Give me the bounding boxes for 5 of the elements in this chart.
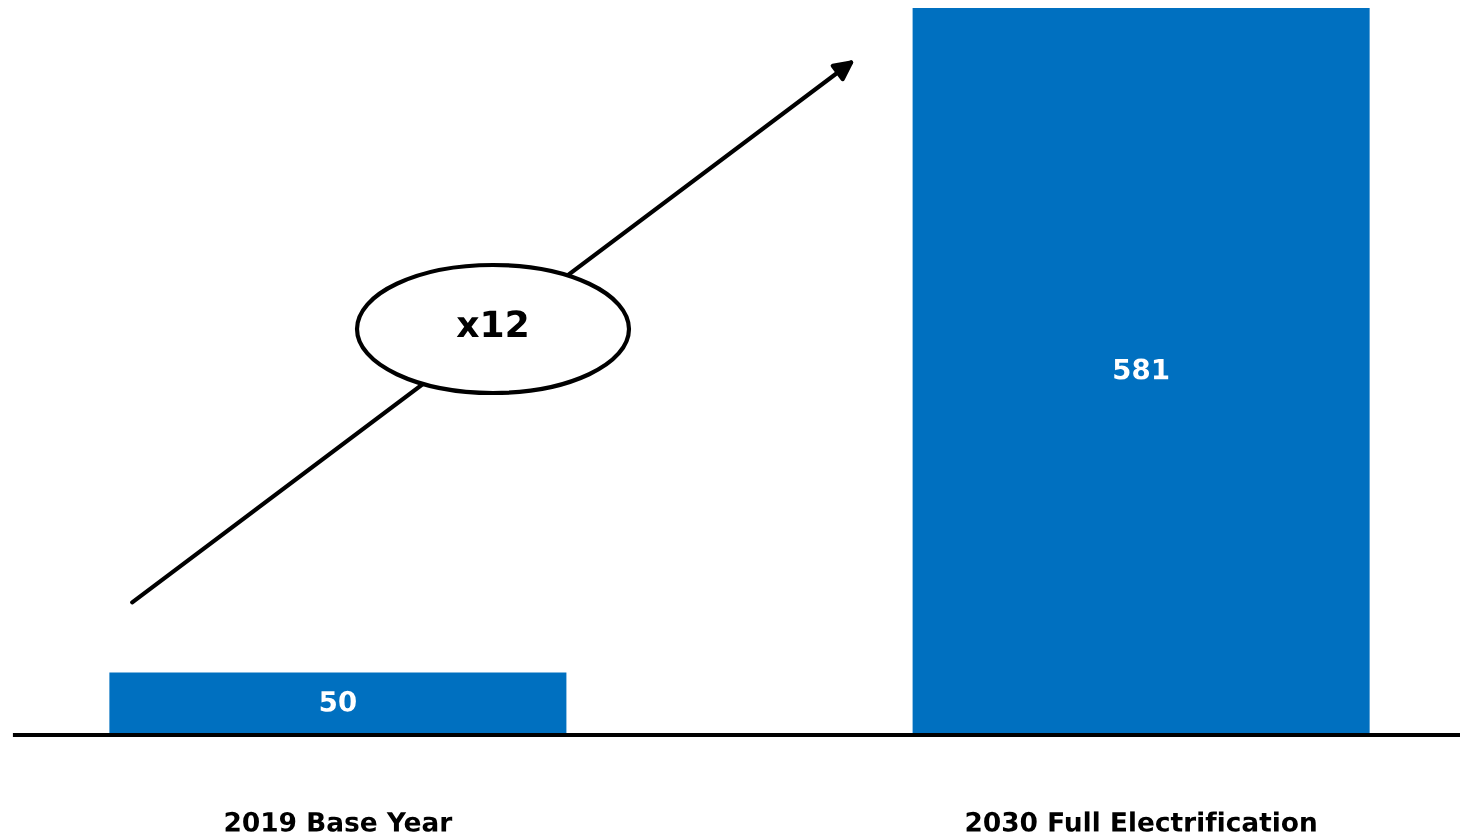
data-label: 581 xyxy=(1114,358,1169,380)
data-label: 50 xyxy=(320,690,356,712)
x-tick-label: 2030 Full Electrification xyxy=(966,811,1316,832)
annotation: x12 xyxy=(456,310,527,337)
x-tick-label: 2019 Base Year xyxy=(225,811,453,832)
